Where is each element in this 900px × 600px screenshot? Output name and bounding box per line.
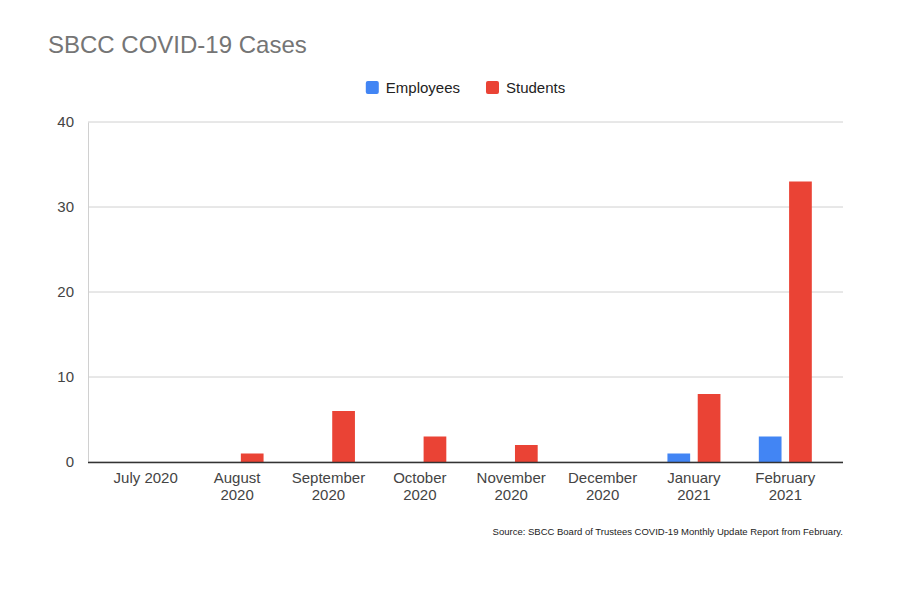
legend-item: Students xyxy=(486,79,565,96)
title: SBCC COVID-19 Cases xyxy=(48,31,307,58)
x-tick-label-line: September xyxy=(292,469,365,486)
background xyxy=(0,0,900,600)
x-tick-label-line: 2020 xyxy=(495,486,528,503)
x-tick-label-line: 2021 xyxy=(677,486,710,503)
x-tick-label-line: November xyxy=(477,469,546,486)
x-tick-label-line: January xyxy=(667,469,721,486)
bar xyxy=(241,454,264,463)
y-tick-label: 20 xyxy=(57,283,74,300)
legend: Employees Students xyxy=(366,79,565,96)
legend-swatch xyxy=(366,81,379,94)
x-tick-label-line: 2021 xyxy=(769,486,802,503)
x-tick: July 2020 xyxy=(114,462,178,486)
legend-swatch xyxy=(486,81,499,94)
legend-label: Students xyxy=(506,79,565,96)
x-tick: August2020 xyxy=(214,462,262,503)
x-tick-label-line: 2020 xyxy=(220,486,253,503)
grid-line xyxy=(88,122,843,123)
x-tick-label: September2020 xyxy=(292,469,365,503)
legend-item: Employees xyxy=(366,79,460,96)
y-tick-label: 40 xyxy=(57,113,74,130)
x-tick-label: October2020 xyxy=(393,469,446,503)
x-tick-label-line: February xyxy=(755,469,816,486)
x-tick: November2020 xyxy=(477,462,546,503)
x-tick-label-line: 2020 xyxy=(312,486,345,503)
y-tick-label: 30 xyxy=(57,198,74,215)
x-tick: September2020 xyxy=(292,462,365,503)
y-tick: 0 xyxy=(66,453,88,470)
x-tick-label: December2020 xyxy=(568,469,637,503)
grid-line xyxy=(88,462,843,463)
x-tick-label-line: December xyxy=(568,469,637,486)
y-tick-label: 0 xyxy=(66,453,74,470)
x-tick-label: August2020 xyxy=(214,469,262,503)
x-tick: January2021 xyxy=(667,462,721,503)
x-axis-line xyxy=(88,462,843,464)
x-tick-label: February2021 xyxy=(755,469,816,503)
bar xyxy=(789,182,812,463)
legend-label: Employees xyxy=(386,79,460,96)
x-tick-label-line: October xyxy=(393,469,446,486)
y-axis-line xyxy=(88,123,89,463)
grid-line xyxy=(88,377,843,378)
y-tick: 10 xyxy=(57,368,88,385)
x-tick-label-line: 2020 xyxy=(586,486,619,503)
grid-line xyxy=(88,292,843,293)
x-tick-label-line: August xyxy=(214,469,262,486)
bar xyxy=(759,437,782,463)
x-tick: December2020 xyxy=(568,462,637,503)
x-tick: October2020 xyxy=(393,462,446,503)
bar xyxy=(424,437,447,463)
y-tick: 40 xyxy=(57,113,88,130)
x-tick: February2021 xyxy=(755,462,816,503)
y-axis: 0 10 20 30 40 xyxy=(57,113,88,470)
bar xyxy=(332,411,355,462)
plot: 010203040July 2020August2020September202… xyxy=(57,113,843,503)
chart: 010203040July 2020August2020September202… xyxy=(0,0,900,600)
bars xyxy=(241,182,812,463)
x-tick-label: January2021 xyxy=(667,469,721,503)
y-tick: 20 xyxy=(57,283,88,300)
x-tick-label: July 2020 xyxy=(114,469,178,486)
x-tick-label-line: 2020 xyxy=(403,486,436,503)
y-tick-label: 10 xyxy=(57,368,74,385)
bar xyxy=(698,394,721,462)
bar xyxy=(667,454,690,463)
x-tick-label: November2020 xyxy=(477,469,546,503)
grid-line xyxy=(88,207,843,208)
y-tick: 30 xyxy=(57,198,88,215)
x-axis: July 2020August2020September2020October2… xyxy=(88,462,843,503)
bar xyxy=(515,445,538,462)
source-note: Source: SBCC Board of Trustees COVID-19 … xyxy=(493,526,843,537)
grid xyxy=(88,122,843,462)
